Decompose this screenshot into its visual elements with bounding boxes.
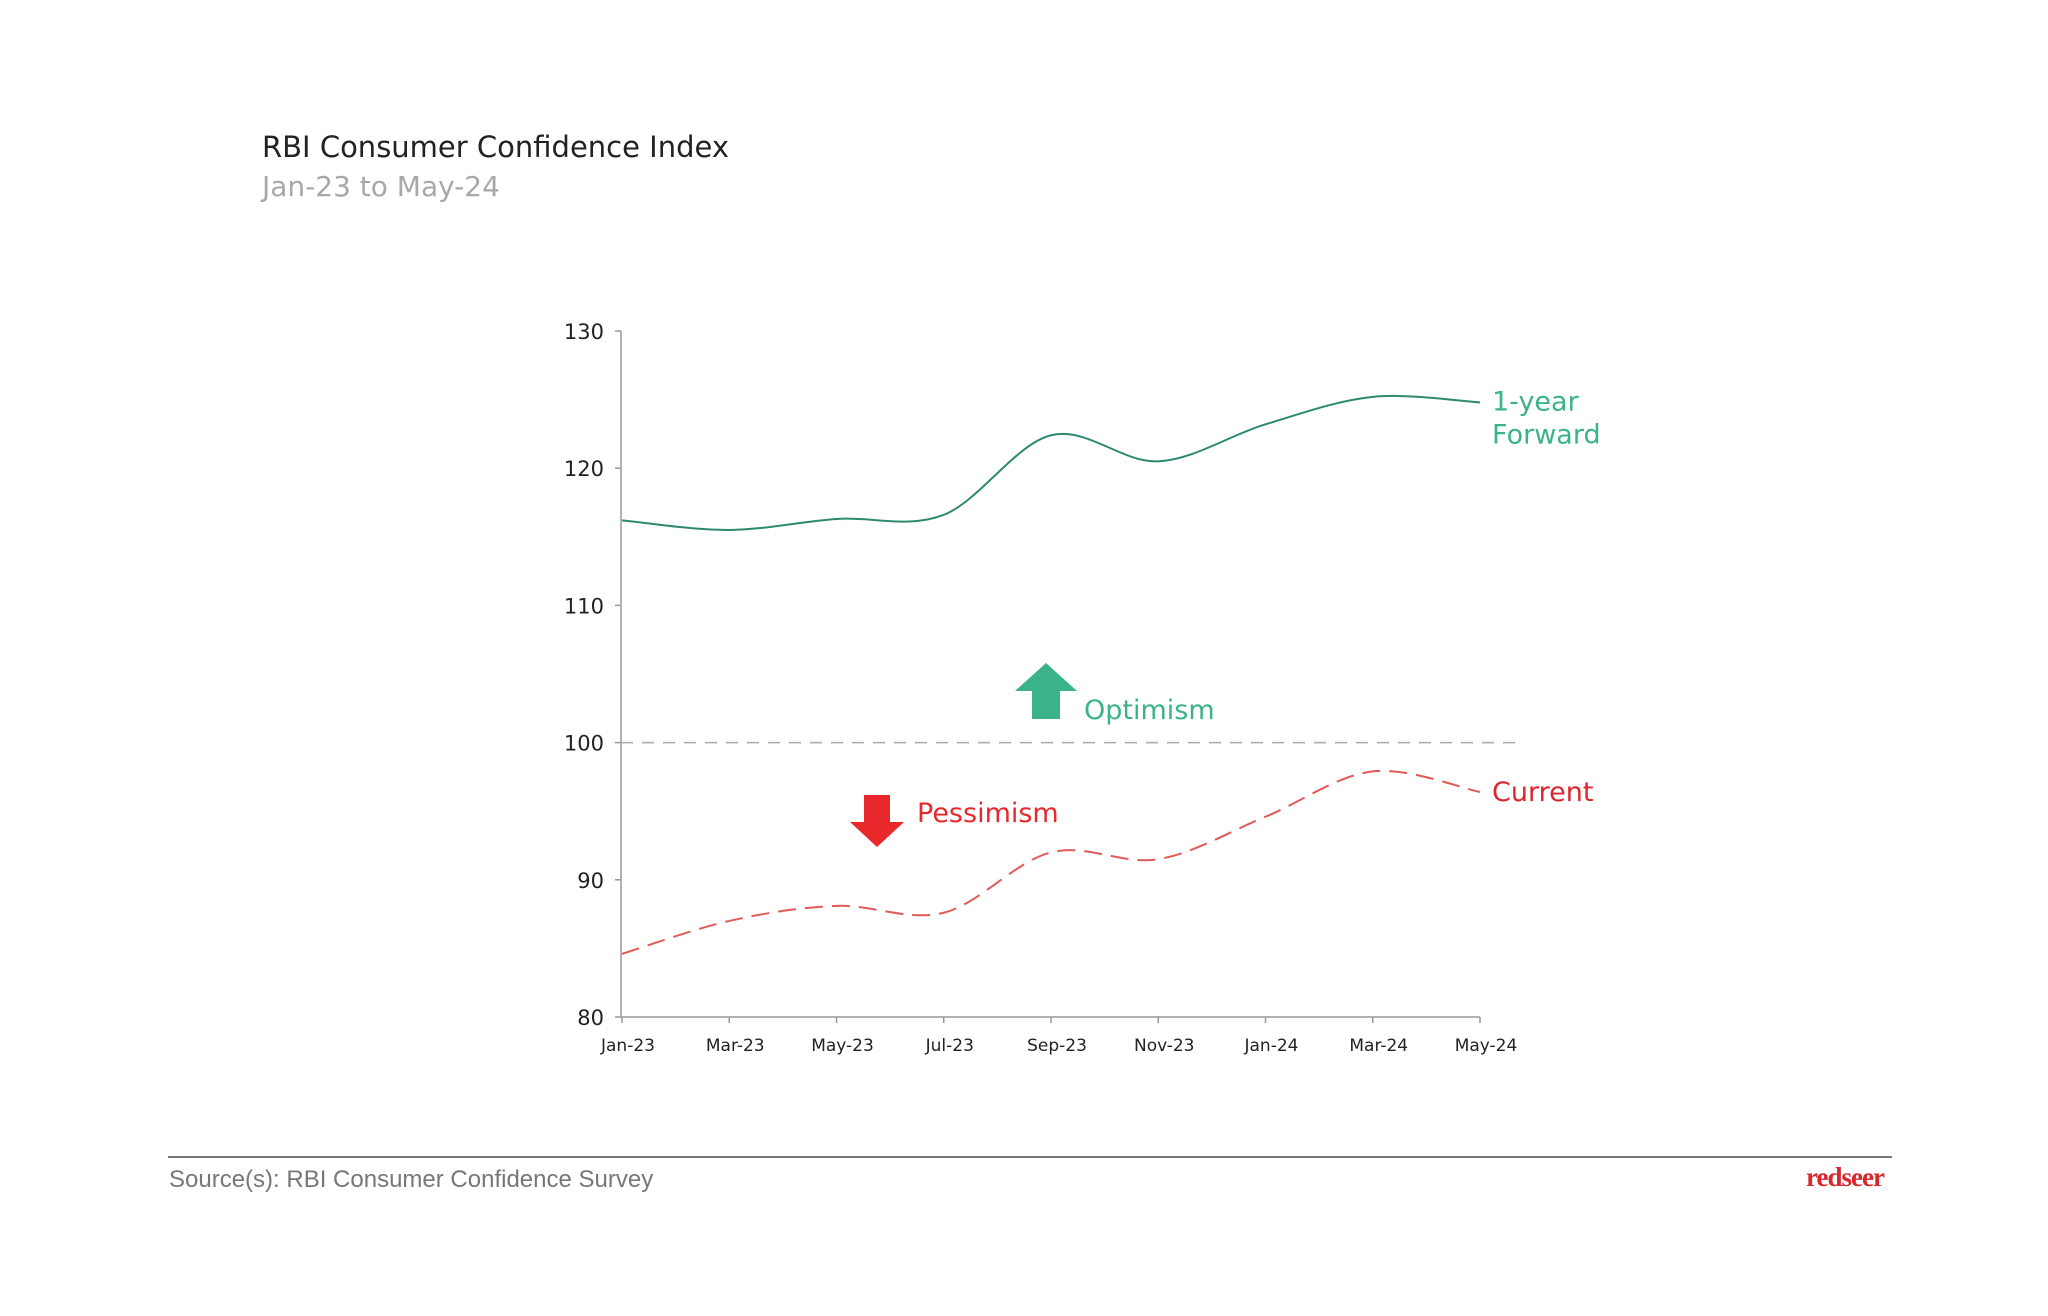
- chart-subtitle: Jan-23 to May-24: [262, 170, 500, 203]
- x-tick-label: Sep-23: [1027, 1036, 1087, 1056]
- redseer-logo: redseer: [1806, 1162, 1885, 1192]
- series-line-1-year-forward: [621, 394, 1481, 531]
- y-tick-label: 100: [564, 732, 604, 756]
- y-tick-label: 120: [564, 457, 604, 481]
- pessimism-label: Pessimism: [917, 798, 1059, 829]
- x-tick-label: May-23: [811, 1036, 874, 1056]
- y-tick-label: 90: [577, 869, 604, 893]
- series-label-current: Current: [1492, 777, 1593, 808]
- series-label-1-year-forward: 1-year Forward: [1492, 386, 1601, 450]
- footer-divider: [168, 1156, 1892, 1158]
- x-tick-label: Mar-24: [1349, 1036, 1408, 1056]
- arrow-up-icon: [1015, 663, 1077, 719]
- x-tick-label: Jul-23: [925, 1036, 974, 1056]
- y-tick-label: 110: [564, 594, 604, 618]
- optimism-label: Optimism: [1084, 695, 1215, 726]
- x-tick-label: Mar-23: [706, 1036, 765, 1056]
- x-tick-label: Jan-24: [1244, 1036, 1299, 1056]
- x-tick-label: Nov-23: [1134, 1036, 1195, 1056]
- x-tick-label: May-24: [1455, 1036, 1518, 1056]
- y-tick-label: 130: [564, 320, 604, 344]
- arrow-down-icon: [850, 795, 904, 847]
- series-line-current: [621, 769, 1481, 955]
- y-tick-label: 80: [577, 1006, 604, 1030]
- chart-title: RBI Consumer Confidence Index: [262, 130, 730, 164]
- x-tick-label: Jan-23: [600, 1036, 655, 1056]
- source-note: Source(s): RBI Consumer Confidence Surve…: [169, 1166, 654, 1193]
